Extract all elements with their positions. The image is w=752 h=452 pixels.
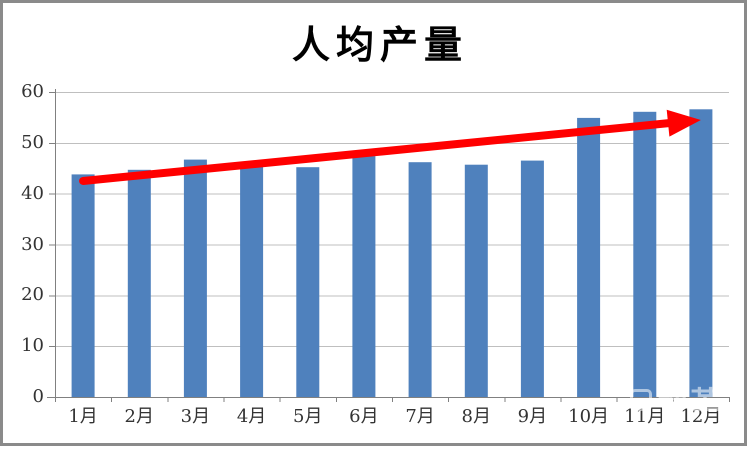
bar-1月 [71,174,95,397]
bar-8月 [464,164,488,397]
trend-arrow-shaft [79,119,675,185]
bar-3月 [183,159,207,397]
x-axis-label-3月: 3月 [180,406,211,427]
x-axis-label-8月: 8月 [461,406,491,427]
bar-4月 [240,165,264,397]
bar-11月 [633,111,657,398]
x-axis-label-6月: 6月 [349,406,379,427]
y-axis-label-60: 60 [21,81,44,102]
y-axis-label-30: 30 [21,233,44,255]
y-axis-label-10: 10 [21,335,44,357]
x-axis-label-2月: 2月 [124,406,154,427]
y-axis-label-0: 0 [32,386,44,407]
bar-10月 [577,117,601,398]
bar-6月 [352,156,376,397]
x-axis-label-7月: 7月 [405,406,435,427]
trend-arrow-head [666,109,701,137]
x-axis-label-4月: 4月 [236,406,267,427]
bar-7月 [408,162,432,397]
bar-9月 [520,160,544,397]
bar-12月 [689,109,713,398]
x-axis-label-11月: 11月 [624,406,666,427]
y-axis-label-50: 50 [21,131,44,153]
x-axis-label-5月: 5月 [293,406,323,427]
y-axis-label-20: 20 [21,284,44,306]
x-axis-label-12月: 12月 [680,406,722,427]
y-axis-label-40: 40 [21,182,44,204]
chart-title: 人均产量 [291,22,468,67]
bar-5月 [296,167,320,397]
x-axis-label-10月: 10月 [568,406,610,427]
x-axis-label-1月: 1月 [68,406,98,427]
bar-2月 [127,169,151,397]
x-axis-label-9月: 9月 [517,406,548,427]
